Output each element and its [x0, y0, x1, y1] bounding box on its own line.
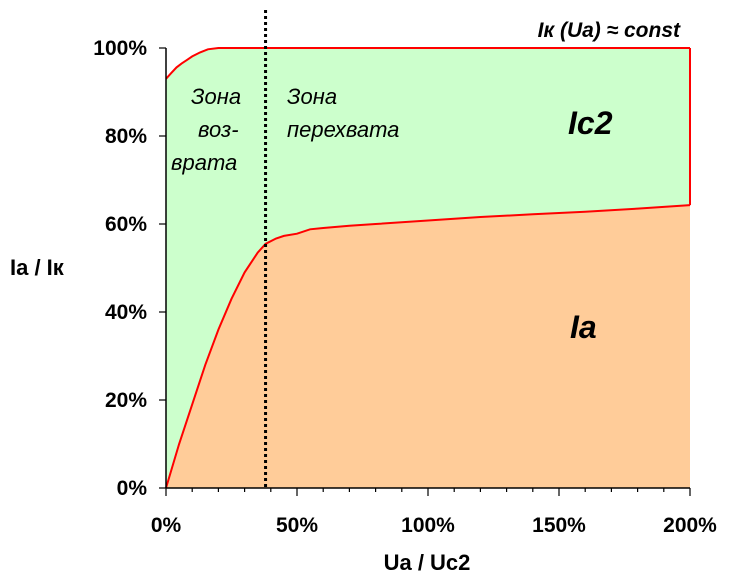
- x-tick-label: 50%: [276, 514, 318, 537]
- ia-area: [166, 205, 690, 488]
- y-tick-label: 40%: [105, 301, 147, 324]
- ic2-region-label: Ic2: [568, 105, 613, 141]
- x-tick-label: 100%: [401, 514, 455, 537]
- y-tick-label: 80%: [105, 125, 147, 148]
- ic2-series-line: [165, 47, 690, 80]
- x-tick-label: 200%: [663, 514, 717, 537]
- y-tick-label: 60%: [105, 213, 147, 236]
- const-annotation: Iк (Ua) ≈ const: [538, 19, 681, 42]
- x-tick-group: 0% 50% 100% 150% 200%: [151, 488, 717, 537]
- x-tick-label: 150%: [532, 514, 586, 537]
- y-tick-label: 20%: [105, 389, 147, 412]
- zone-return-line-1: Зона: [191, 84, 241, 109]
- ia-region-label: Ia: [570, 309, 597, 345]
- x-axis-title: Ua / Uc2: [384, 550, 471, 575]
- y-tick-label: 0%: [117, 477, 148, 500]
- y-axis-title: Ia / Iк: [10, 255, 65, 280]
- y-tick-label: 100%: [93, 37, 147, 60]
- area-layer: [166, 48, 690, 488]
- y-tick-group: 0% 20% 40% 60% 80% 100%: [93, 37, 166, 500]
- zone-intercept-line-1: Зона: [287, 84, 337, 109]
- ia-series-line: [165, 204, 691, 489]
- x-tick-label: 0%: [151, 514, 182, 537]
- ic2-area: [166, 48, 690, 488]
- zone-return-line-3: врата: [171, 150, 237, 175]
- series-line-layer: [165, 47, 691, 489]
- zone-return-line-2: воз-: [198, 117, 239, 142]
- zone-intercept-line-2: перехвата: [287, 117, 399, 142]
